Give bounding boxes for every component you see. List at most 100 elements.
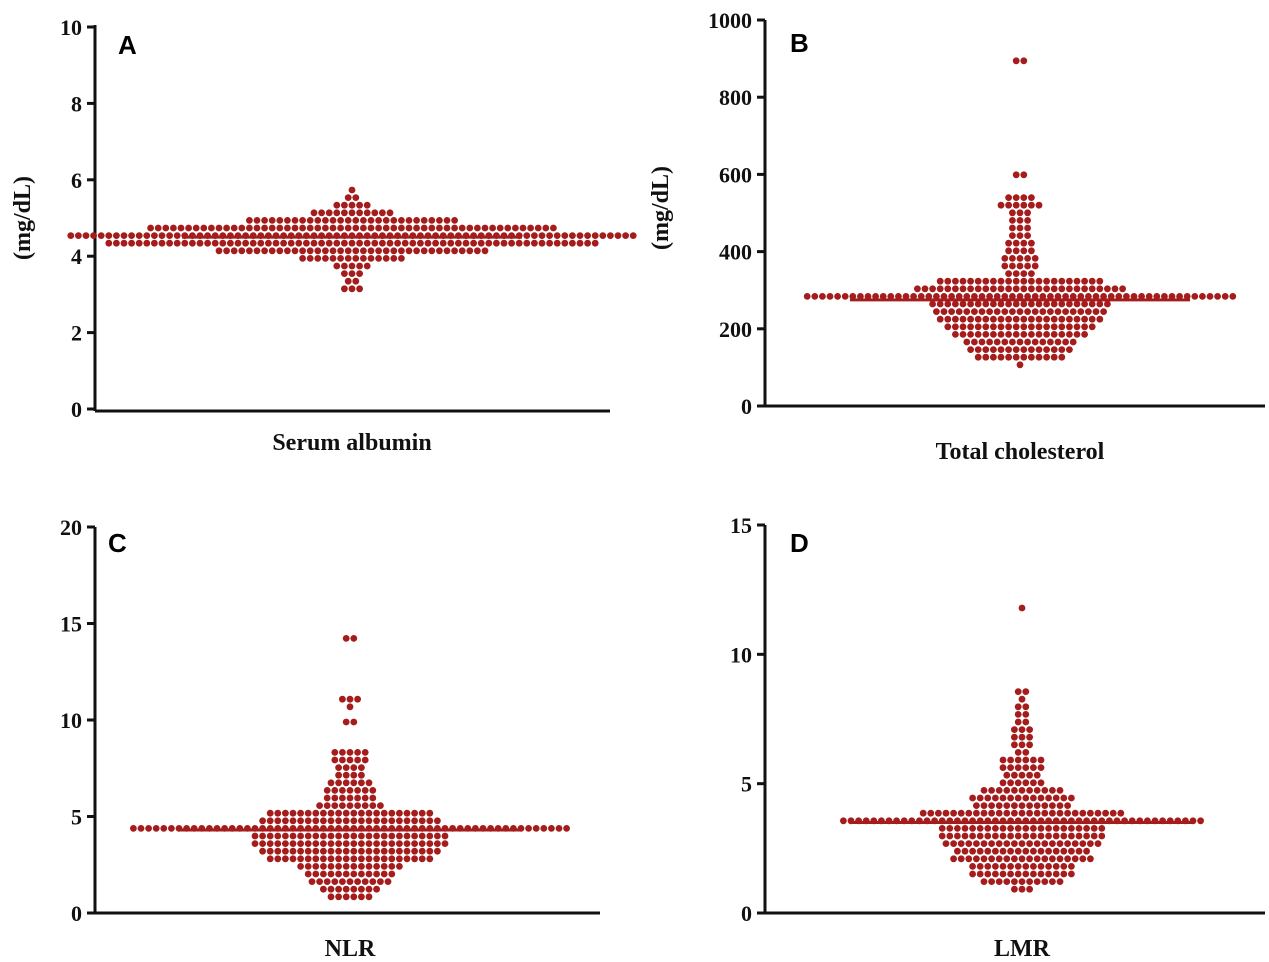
- panel-d-data-point: [1022, 711, 1030, 718]
- panel-c-data-point: [312, 870, 320, 878]
- panel-a-data-point: [154, 224, 162, 232]
- panel-d-data-point: [969, 794, 976, 802]
- panel-b-data-point: [1214, 293, 1221, 300]
- panel-b-data-point: [982, 331, 990, 338]
- panel-d-data-point: [988, 878, 995, 885]
- panel-d-data-point: [1075, 832, 1083, 840]
- panel-a-data-point: [238, 247, 246, 255]
- panel-d-data-point: [1052, 863, 1060, 870]
- panel-d-data-point: [980, 840, 988, 847]
- panel-d-data-point: [965, 855, 973, 863]
- panel-c-data-point: [331, 794, 339, 802]
- panel-a-data-point: [382, 255, 390, 262]
- panel-b-data-point: [914, 285, 921, 293]
- panel-b-data-point: [1100, 293, 1107, 300]
- panel-b-data-point: [997, 201, 1005, 209]
- panel-d-data-point: [938, 825, 946, 832]
- panel-b-data-point: [986, 338, 993, 346]
- panel-d-data-point: [1014, 749, 1022, 756]
- panel-a-data-point: [344, 255, 352, 262]
- panel-d-data-point: [950, 809, 957, 817]
- panel-d-data-point: [1094, 809, 1102, 817]
- panel-a-y-tick-label: 4: [71, 244, 82, 269]
- panel-c-data-point: [377, 802, 384, 809]
- panel-d-data-point: [1026, 878, 1033, 885]
- panel-a-data-point: [424, 239, 432, 247]
- panel-a-data-point: [523, 239, 531, 247]
- panel-b-data-point: [1081, 300, 1088, 308]
- panel-a-data-point: [443, 217, 451, 224]
- panel-b-data-point: [955, 308, 963, 315]
- panel-a-data-point: [291, 247, 299, 255]
- panel-d-data-point: [1011, 733, 1018, 741]
- panel-d-data-point: [950, 855, 957, 863]
- panel-b-data-point: [997, 300, 1005, 308]
- panel-b-data-point: [1005, 239, 1012, 247]
- panel-d-data-point: [1011, 787, 1018, 794]
- panel-a-data-point: [280, 239, 287, 247]
- panel-d-data-point: [1018, 855, 1026, 863]
- panel-a-data-point: [607, 232, 614, 240]
- panel-d-data-point: [1068, 863, 1075, 870]
- panel-b-data-point: [955, 293, 963, 300]
- panel-b-data-point: [967, 315, 974, 323]
- panel-b-data-point: [1012, 331, 1020, 338]
- panel-c-data-point: [358, 832, 365, 840]
- panel-c-data-point: [339, 794, 346, 802]
- panel-d-data-point: [1014, 847, 1022, 855]
- panel-d-data-point: [995, 878, 1003, 885]
- panel-d-data-point: [1060, 870, 1068, 878]
- panel-d-data-point: [992, 832, 999, 840]
- panel-d-data-point: [1068, 832, 1075, 840]
- panel-a-data-point: [538, 232, 546, 240]
- panel-a-data-point: [166, 239, 174, 247]
- panel-d-data-point: [1079, 809, 1087, 817]
- panel-d-data-point: [976, 832, 984, 840]
- panel-d-data-point: [999, 863, 1007, 870]
- panel-d-data-point: [976, 794, 984, 802]
- panel-b-data-point: [1050, 323, 1058, 331]
- panel-d-data-point: [1109, 809, 1117, 817]
- panel-c-data-point: [297, 817, 304, 825]
- panel-d-data-point: [1056, 855, 1064, 863]
- panel-c-data-point: [331, 787, 339, 794]
- panel-d-data-point: [954, 825, 961, 832]
- panel-c-data-point: [342, 870, 350, 878]
- panel-a-data-point: [325, 209, 333, 217]
- panel-a-data-point: [253, 224, 261, 232]
- panel-b-data-point: [990, 331, 997, 338]
- panel-c-data-point: [266, 832, 274, 840]
- panel-c-data-point: [350, 832, 358, 840]
- panel-b-data-point: [1069, 338, 1077, 346]
- panel-a-data-point: [428, 224, 436, 232]
- panel-c-data-point: [365, 840, 373, 847]
- panel-d-data-point: [1056, 787, 1064, 794]
- panel-b-data-point: [974, 353, 982, 361]
- panel-a-data-point: [512, 224, 519, 232]
- panel-b-data-point: [1001, 308, 1009, 315]
- panel-d-data-point: [1064, 855, 1071, 863]
- panel-a-data-point: [333, 262, 341, 270]
- panel-a-data-point: [299, 224, 306, 232]
- panel-b-data-point: [1031, 338, 1039, 346]
- panel-c-data-point: [350, 635, 358, 642]
- panel-b-data-point: [879, 293, 887, 300]
- panel-b-y-tick-label: 400: [719, 240, 752, 265]
- panel-c-data-point: [373, 870, 380, 878]
- panel-d-data-point: [976, 870, 984, 878]
- panel-d-data-point: [1087, 855, 1094, 863]
- panel-a-data-point: [360, 255, 367, 262]
- panel-a-data-point: [268, 224, 276, 232]
- panel-b-data-point: [986, 293, 993, 300]
- panel-a-x-label: Serum albumin: [272, 430, 431, 456]
- panel-a-data-point: [413, 224, 420, 232]
- panel-a-data-point: [105, 239, 113, 247]
- panel-b-data-point: [1066, 346, 1073, 353]
- panel-c-y-tick-label: 5: [71, 805, 82, 830]
- panel-d-data-point: [1064, 809, 1071, 817]
- panel-a-data-point: [352, 194, 360, 202]
- panel-d-data-point: [999, 764, 1007, 771]
- panel-d-data-point: [1026, 855, 1033, 863]
- panel-d-data-point: [840, 817, 847, 825]
- panel-a-data-point: [363, 201, 371, 209]
